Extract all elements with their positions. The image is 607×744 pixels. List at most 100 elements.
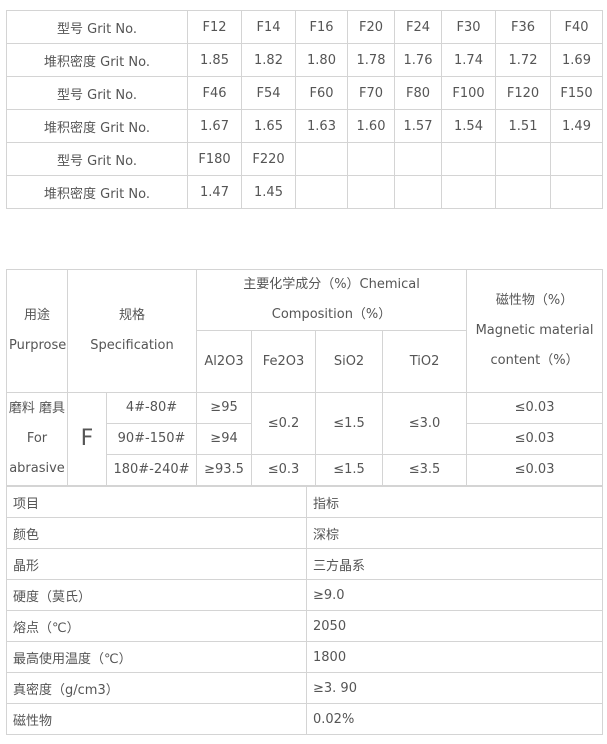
property-name: 真密度（g/cm3）	[6, 672, 307, 704]
property-row: 磁性物 0.02%	[6, 703, 603, 735]
property-value: ≥9.0	[306, 579, 603, 611]
grit-cell	[495, 142, 551, 176]
grit-cell: 1.74	[441, 43, 496, 77]
magnetic-cell: ≤0.03	[466, 423, 604, 455]
grit-cell: F30	[441, 10, 496, 44]
grit-cell: 1.85	[187, 43, 242, 77]
al2o3-header: Al2O3	[196, 330, 253, 393]
al2o3-cell: ≥95	[196, 392, 253, 424]
grit-cell: F70	[347, 76, 395, 110]
property-row: 最高使用温度（℃） 1800	[6, 641, 603, 673]
grit-cell: F14	[241, 10, 296, 44]
grit-cell: F150	[550, 76, 603, 110]
property-row: 项目 指标	[6, 486, 603, 518]
grit-cell: 1.63	[295, 109, 348, 143]
sio2-header: SiO2	[315, 330, 384, 393]
tio2-cell: ≤3.5	[382, 454, 468, 486]
row-label: 型号 Grit No.	[6, 142, 188, 176]
grit-cell: F16	[295, 10, 348, 44]
magnetic-cell: ≤0.03	[466, 454, 604, 486]
grit-cell: 1.54	[441, 109, 496, 143]
row-label: 堆积密度 Grit No.	[6, 109, 188, 143]
magnetic-header: 磁性物（%） Magnetic material content（%）	[466, 269, 604, 393]
property-name: 最高使用温度（℃）	[6, 641, 307, 673]
grit-cell: 1.60	[347, 109, 395, 143]
row-label: 型号 Grit No.	[6, 10, 188, 44]
spec-cell: 180#-240#	[105, 454, 198, 486]
property-name: 颜色	[6, 517, 307, 549]
property-row: 硬度（莫氏） ≥9.0	[6, 579, 603, 611]
grit-cell: 1.72	[495, 43, 551, 77]
property-name: 磁性物	[6, 703, 307, 735]
grit-cell: F180	[187, 142, 242, 176]
spec-cell: 4#-80#	[105, 392, 198, 424]
sio2-cell: ≤1.5	[315, 392, 384, 455]
spec-header: 规格 Specification	[66, 269, 198, 393]
property-value: 深棕	[306, 517, 603, 549]
grit-cell: F12	[187, 10, 242, 44]
grit-cell: F100	[441, 76, 496, 110]
grit-cell: F220	[241, 142, 296, 176]
grit-cell: 1.78	[347, 43, 395, 77]
grit-cell: F80	[394, 76, 442, 110]
property-value: 指标	[306, 486, 603, 518]
grit-cell: F40	[550, 10, 603, 44]
property-value: 1800	[306, 641, 603, 673]
fe2o3-cell: ≤0.3	[251, 454, 317, 486]
grit-cell	[347, 175, 395, 209]
property-row: 颜色 深棕	[6, 517, 603, 549]
property-value: 0.02%	[306, 703, 603, 735]
grit-cell: 1.82	[241, 43, 296, 77]
row-label: 堆积密度 Grit No.	[6, 175, 188, 209]
grit-cell: 1.67	[187, 109, 242, 143]
grit-cell: F36	[495, 10, 551, 44]
grit-cell: F20	[347, 10, 395, 44]
property-row: 真密度（g/cm3） ≥3. 90	[6, 672, 603, 704]
spec-cell: 90#-150#	[105, 423, 198, 455]
grit-row: 型号 Grit No. F12 F14 F16 F20 F24 F30 F36 F40	[6, 10, 603, 44]
grit-cell: 1.57	[394, 109, 442, 143]
property-value: 三方晶系	[306, 548, 603, 580]
grit-cell	[441, 175, 496, 209]
al2o3-cell: ≥93.5	[196, 454, 253, 486]
grit-cell	[550, 142, 603, 176]
row-label: 型号 Grit No.	[6, 76, 188, 110]
purpose-cell: 磨料 磨具 For abrasive	[6, 392, 68, 486]
grit-cell: F46	[187, 76, 242, 110]
grit-row: 堆积密度 Grit No. 1.67 1.65 1.63 1.60 1.57 1.54 1.5…	[6, 109, 603, 143]
grit-cell	[295, 142, 348, 176]
grit-cell	[394, 142, 442, 176]
grit-cell: F60	[295, 76, 348, 110]
grit-cell: 1.80	[295, 43, 348, 77]
property-name: 晶形	[6, 548, 307, 580]
grit-row: 堆积密度 Grit No. 1.47 1.45	[6, 175, 603, 209]
chem-header: 主要化学成分（%）Chemical Composition（%）	[196, 269, 468, 331]
grit-row: 堆积密度 Grit No. 1.85 1.82 1.80 1.78 1.76 1.74 1.7…	[6, 43, 603, 77]
grit-cell	[295, 175, 348, 209]
grit-cell: 1.69	[550, 43, 603, 77]
grit-cell: F120	[495, 76, 551, 110]
grit-cell: 1.49	[550, 109, 603, 143]
grit-cell: 1.65	[241, 109, 296, 143]
property-name: 项目	[6, 486, 307, 518]
magnetic-cell: ≤0.03	[466, 392, 604, 424]
grade-cell: F	[67, 392, 107, 486]
fe2o3-header: Fe2O3	[251, 330, 317, 393]
grit-cell	[495, 175, 551, 209]
property-name: 熔点（℃）	[6, 610, 307, 642]
grit-density-table: 型号 Grit No. F12 F14 F16 F20 F24 F30 F36 F40 堆积密度 …	[6, 10, 603, 209]
property-row: 晶形 三方晶系	[6, 548, 603, 580]
sio2-cell: ≤1.5	[315, 454, 384, 486]
grit-cell: 1.76	[394, 43, 442, 77]
properties-table: 项目 指标 颜色 深棕 晶形 三方晶系 硬度（莫氏） ≥9.0 熔点（℃） 2050 最高使用温度（…	[6, 486, 603, 735]
grit-cell	[441, 142, 496, 176]
grit-cell	[347, 142, 395, 176]
tio2-header: TiO2	[382, 330, 468, 393]
grit-cell: F54	[241, 76, 296, 110]
grit-cell	[394, 175, 442, 209]
property-row: 熔点（℃） 2050	[6, 610, 603, 642]
grit-cell: 1.51	[495, 109, 551, 143]
al2o3-cell: ≥94	[196, 423, 253, 455]
grit-cell: F24	[394, 10, 442, 44]
chemical-composition-table: 用途 Purprose 规格 Specification 主要化学成分（%）Ch…	[6, 269, 604, 486]
